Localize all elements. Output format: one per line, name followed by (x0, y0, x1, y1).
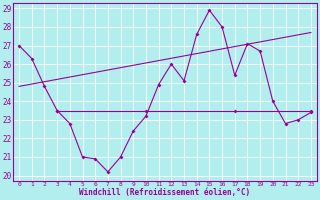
X-axis label: Windchill (Refroidissement éolien,°C): Windchill (Refroidissement éolien,°C) (79, 188, 251, 197)
